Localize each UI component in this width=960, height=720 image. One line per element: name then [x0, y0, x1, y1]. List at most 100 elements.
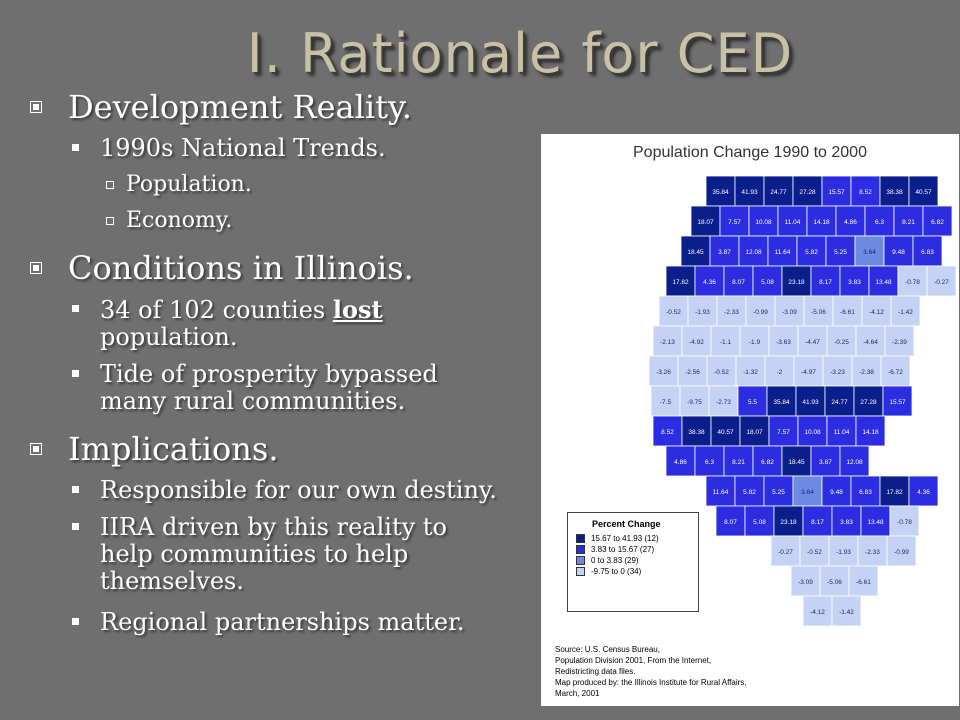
county-value-label: 7.57 [777, 429, 790, 436]
county-value-label: 18.45 [687, 249, 704, 256]
bullet-trends-text: 1990s National Trends. [100, 134, 386, 162]
county-shape [792, 475, 823, 507]
county-value-label: 6.83 [859, 489, 872, 496]
county-shape [886, 535, 917, 567]
county-shape [793, 355, 824, 387]
county-shape [665, 265, 696, 297]
county-value-label: -2.13 [660, 339, 675, 346]
county-shape [766, 385, 797, 417]
county-value-label: 12.08 [745, 249, 762, 256]
bullet-development-text: Development Reality. [68, 88, 412, 126]
county-value-label: 8.07 [732, 279, 745, 286]
county-shape [839, 445, 870, 477]
county-value-label: 5.82 [805, 249, 818, 256]
county-value-label: 17.82 [672, 279, 689, 286]
county-value-label: 6.83 [921, 249, 934, 256]
source-line: Population Division 2001, From the Inter… [555, 656, 712, 665]
bullet-responsible-text: Responsible for our own destiny. [100, 476, 497, 504]
county-shape [850, 475, 881, 507]
county-value-label: 41.93 [802, 399, 819, 406]
bullet-economy-text: Economy. [126, 208, 233, 233]
county-value-label: -0.52 [714, 369, 729, 376]
bullet-implications: Implications. [30, 431, 540, 467]
county-value-label: -1.93 [695, 309, 710, 316]
county-value-label: -5.06 [827, 579, 842, 586]
county-value-label: 38.38 [688, 429, 705, 436]
county-value-label: 40.57 [717, 429, 734, 436]
county-value-label: 5.08 [753, 519, 766, 526]
county-shape [857, 535, 888, 567]
county-value-label: 40.57 [915, 189, 932, 196]
county-shape [681, 415, 712, 447]
county-layer: 35.84 41.93 24.77 27.28 15.57 8.52 38.38 40.57 1… [648, 175, 957, 627]
county-value-label: 11.04 [834, 429, 850, 436]
county-value-label: 5.5 [748, 399, 757, 406]
county-value-label: 3.87 [718, 249, 731, 256]
legend-item: 0 to 3.83 (29) [576, 555, 698, 566]
county-value-label: -5.06 [811, 309, 826, 316]
county-value-label: 35.84 [712, 189, 729, 196]
square-bullet-icon [30, 262, 42, 274]
county-value-label: -1.93 [836, 549, 851, 556]
county-value-label: 24.77 [831, 399, 848, 406]
county-value-label: 13.48 [867, 519, 884, 526]
legend-title: Percent Change [592, 519, 661, 529]
county-value-label: -0.78 [905, 279, 920, 286]
map-legend: Percent Change 15.67 to 41.93 (12) 3.83 … [567, 512, 699, 612]
county-value-label: -4.47 [805, 339, 820, 346]
county-value-label: -3.26 [656, 369, 671, 376]
county-shape [768, 415, 799, 447]
county-value-label: 18.07 [746, 429, 763, 436]
source-line: Map produced by: the Illinois Institute … [555, 678, 747, 687]
county-value-label: -0.99 [894, 549, 909, 556]
bullet-counties-lost: lost [332, 295, 383, 324]
county-shape [880, 355, 911, 387]
legend-swatch [576, 545, 585, 554]
legend-swatch [576, 556, 585, 565]
county-value-label: 11.04 [785, 219, 801, 226]
county-shape [797, 415, 828, 447]
square-bullet-icon [72, 144, 79, 151]
county-value-label: 12.08 [846, 459, 863, 466]
bullet-regional-text: Regional partnerships matter. [100, 608, 465, 636]
hollow-square-bullet-icon [106, 181, 114, 189]
county-shape [767, 235, 798, 267]
county-shape [831, 505, 862, 537]
legend-label: 15.67 to 41.93 (12) [591, 534, 659, 543]
bullet-regional: Regional partnerships matter. [30, 609, 540, 636]
county-shape [790, 565, 821, 597]
county-value-label: -4.12 [810, 609, 825, 616]
county-shape [860, 505, 891, 537]
county-value-label: 27.28 [860, 399, 877, 406]
legend-label: 0 to 3.83 (29) [591, 556, 639, 565]
county-shape [825, 235, 856, 267]
county-value-label: -0.52 [666, 309, 681, 316]
county-value-label: -0.27 [778, 549, 793, 556]
county-shape [734, 475, 765, 507]
legend-item: -9.75 to 0 (34) [576, 566, 698, 577]
county-value-label: 10.08 [804, 429, 821, 436]
county-value-label: 38.38 [886, 189, 903, 196]
county-shape [706, 355, 737, 387]
county-value-label: -2.33 [724, 309, 739, 316]
legend-item: 3.83 to 15.67 (27) [576, 544, 698, 555]
county-shape [723, 265, 754, 297]
county-value-label: -6.61 [856, 579, 871, 586]
county-shape [883, 235, 914, 267]
county-value-label: 17.82 [886, 489, 903, 496]
county-value-label: 13.48 [875, 279, 892, 286]
county-value-label: -3.63 [776, 339, 791, 346]
county-shape [826, 415, 857, 447]
county-value-label: -1.1 [720, 339, 732, 346]
county-value-label: 18.45 [788, 459, 805, 466]
county-value-label: 8.17 [811, 519, 824, 526]
county-value-label: -3.23 [830, 369, 845, 376]
county-value-label: -4.97 [801, 369, 816, 376]
county-value-label: -2.38 [859, 369, 874, 376]
county-value-label: 27.28 [799, 189, 816, 196]
bullet-counties-pre: 34 of 102 counties [100, 296, 333, 324]
county-value-label: -0.52 [807, 549, 822, 556]
county-value-label: 5.08 [761, 279, 774, 286]
county-value-label: 4.86 [674, 459, 687, 466]
bullet-counties-post: population. [100, 323, 238, 351]
